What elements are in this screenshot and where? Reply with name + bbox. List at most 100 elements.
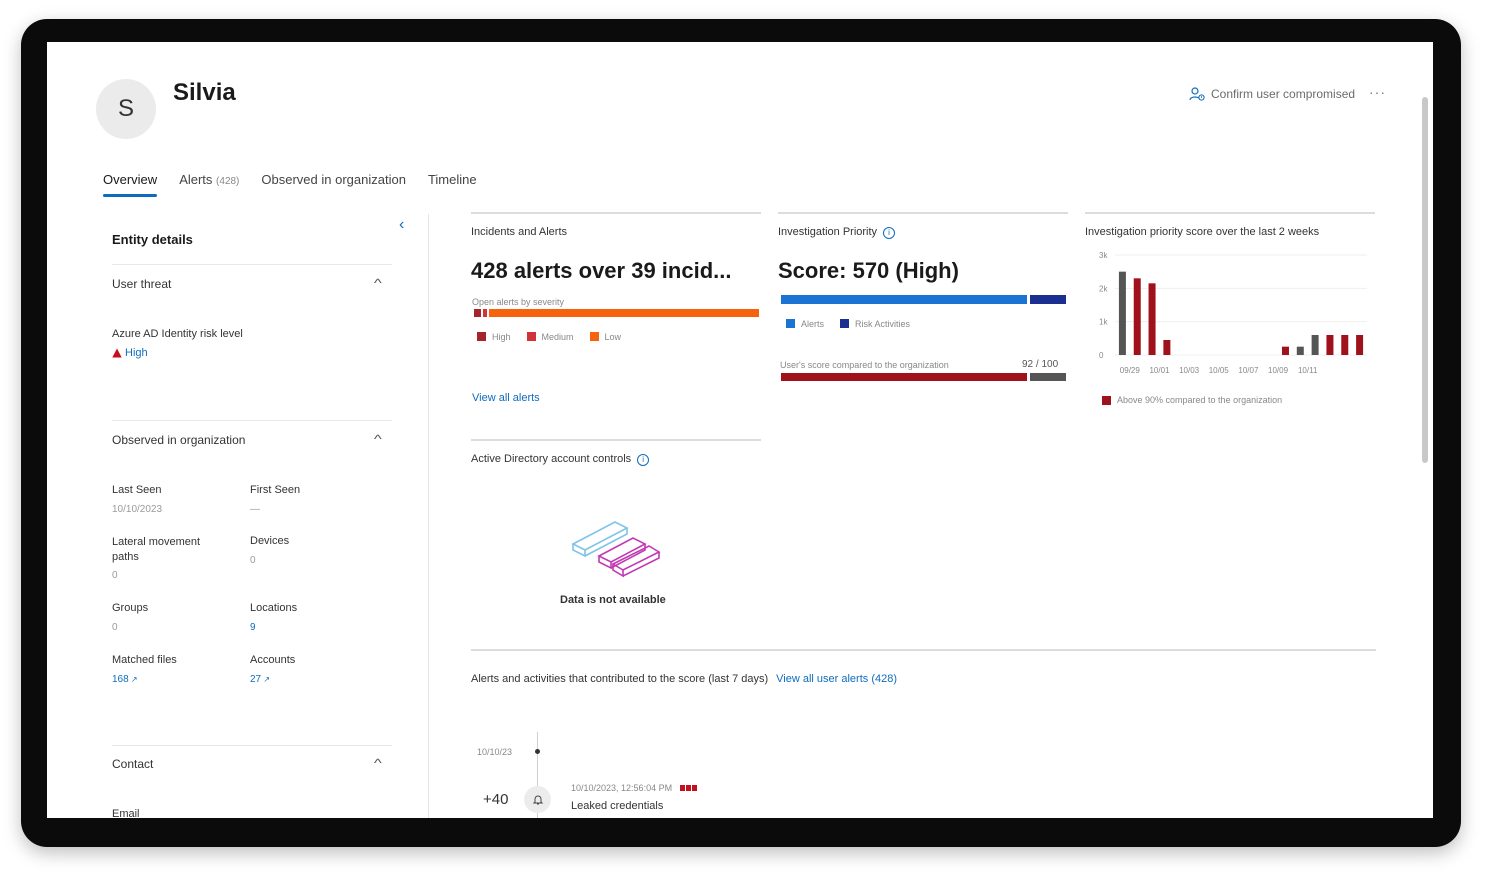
accounts-value: 27 [250,674,262,685]
info-icon[interactable]: i [883,227,896,239]
history-legend-label: Above 90% compared to the organization [1117,395,1283,405]
tab-timeline[interactable]: Timeline [428,172,477,197]
warning-icon [112,348,122,358]
severity-legend: High Medium Low [477,332,621,342]
score-increase: +40 [483,791,509,808]
x-tick-label: 10/03 [1179,366,1200,375]
vertical-scrollbar[interactable] [1422,97,1428,463]
user-alert-icon [1189,87,1205,101]
x-tick-label: 10/01 [1149,366,1170,375]
bell-icon [532,795,543,804]
card-divider [471,212,761,214]
x-tick-label: 10/09 [1268,366,1289,375]
legend-alerts: Alerts [786,319,824,329]
tab-count: (428) [216,176,240,187]
divider [112,420,392,421]
view-all-user-alerts-link[interactable]: View all user alerts (428) [776,673,898,685]
chart-bar[interactable] [1118,271,1126,355]
timeline-date: 10/10/23 [477,747,513,757]
panel-divider [428,214,429,818]
devices-label: Devices [250,535,290,547]
legend-risk-activities: Risk Activities [840,319,910,329]
matched-files-value: 168 [112,674,129,685]
external-link-icon: ↗ [128,675,138,684]
confirm-user-compromised-button[interactable]: Confirm user compromised [1189,86,1355,102]
devices-value: 0 [250,555,256,566]
x-tick-label: 10/11 [1298,366,1318,375]
last-seen-label: Last Seen [112,484,162,496]
alert-bell-icon[interactable] [524,786,551,813]
chart-bar[interactable] [1326,335,1334,355]
tab-label: Alerts [179,172,213,187]
ad-controls-title: Active Directory account controls [471,453,632,465]
chevron-up-icon[interactable]: ^ [373,276,382,290]
view-all-alerts-link[interactable]: View all alerts [472,392,540,404]
email-label: Email [112,808,140,818]
legend-low: Low [589,332,621,342]
severity-bar-label: Open alerts by severity [472,297,565,307]
last-seen-value: 10/10/2023 [112,504,163,515]
observed-title: Observed in organization [112,433,246,447]
external-link-icon: ↗ [261,675,271,684]
severity-bar-high [474,309,481,317]
locations-label: Locations [250,602,298,614]
card-divider [778,212,1068,214]
alert-title[interactable]: Leaked credentials [571,800,664,812]
chart-bar[interactable] [1281,346,1289,355]
tab-alerts[interactable]: Alerts (428) [179,172,239,197]
groups-value: 0 [112,622,118,633]
contact-title: Contact [112,757,154,771]
tab-observed[interactable]: Observed in organization [261,172,406,197]
compare-value: 92 / 100 [1022,359,1059,370]
y-tick-label: 1k [1099,318,1108,327]
info-icon[interactable]: i [637,454,650,466]
empty-state-illustration-icon [571,521,661,578]
entity-details-title: Entity details [112,232,193,247]
chart-bar[interactable] [1311,335,1319,355]
compare-bar-fill [781,373,1027,381]
matched-files-link[interactable]: 168 ↗ [112,674,138,685]
alert-time-row: 10/10/2023, 12:56:04 PM [571,783,698,793]
timeline-line [537,732,538,818]
x-tick-label: 09/29 [1120,366,1141,375]
compare-bar-rest [1030,373,1066,381]
empty-state-text: Data is not available [560,594,666,606]
chart-bar[interactable] [1296,346,1304,355]
chart-bar[interactable] [1163,340,1171,355]
priority-history-chart: 3k 2k 1k 0 09/29 10/01 10/03 10/05 10/07 10/09 10/… [1099,251,1367,375]
chart-bar[interactable] [1356,335,1364,355]
more-options-button[interactable]: ··· [1369,84,1386,100]
tab-bar: Overview Alerts (428) Observed in organi… [103,172,477,197]
lateral-movement-value: 0 [112,570,118,581]
priority-legend: Alerts Risk Activities [786,319,910,329]
ad-controls-title-row: Active Directory account controls i [471,453,650,466]
accounts-label: Accounts [250,654,296,666]
tab-label: Overview [103,172,158,187]
priority-title: Investigation Priority [778,226,878,238]
card-divider [471,439,761,441]
tab-label: Observed in organization [261,172,406,187]
y-tick-label: 3k [1099,251,1108,260]
y-tick-label: 2k [1099,284,1108,293]
confirm-label: Confirm user compromised [1211,87,1356,101]
chart-bar[interactable] [1133,278,1141,355]
chart-bar[interactable] [1148,283,1156,355]
card-divider [1085,212,1375,214]
incidents-title: Incidents and Alerts [471,226,568,238]
chevron-up-icon[interactable]: ^ [373,756,382,770]
collapse-panel-icon[interactable]: ‹ [399,216,405,233]
x-tick-label: 10/05 [1209,366,1230,375]
accounts-link[interactable]: 27 ↗ [250,674,270,685]
tab-overview[interactable]: Overview [103,172,158,197]
lateral-movement-label: Lateral movement paths [112,536,201,563]
divider [112,264,392,265]
chart-bar[interactable] [1341,335,1349,355]
history-title: Investigation priority score over the la… [1085,226,1320,238]
matched-files-label: Matched files [112,654,177,666]
locations-value[interactable]: 9 [250,622,256,633]
chevron-up-icon[interactable]: ^ [373,432,382,446]
contrib-title: Alerts and activities that contributed t… [471,673,769,685]
tab-label: Timeline [427,172,477,187]
user-threat-title: User threat [112,277,172,291]
timeline-dot [535,749,540,754]
